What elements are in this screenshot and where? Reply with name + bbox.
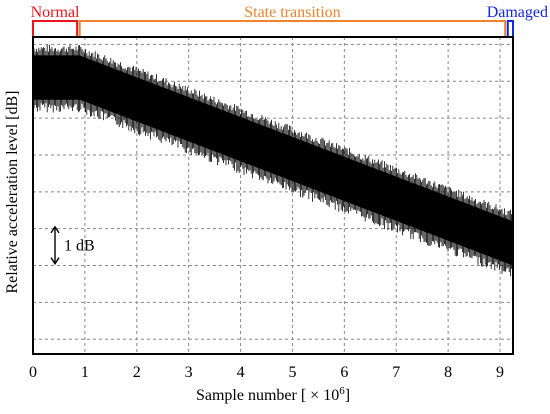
x-tick-label: 5 [288, 364, 296, 381]
x-tick-label: 8 [444, 364, 452, 381]
y-axis-label: Relative acceleration level [dB] [4, 90, 21, 293]
phase-label: Damaged [487, 4, 548, 21]
x-tick-label: 4 [237, 364, 245, 381]
scale-bar-arrow-up [50, 225, 60, 234]
scale-bar: 1 dB [50, 225, 95, 265]
x-tick-label: 9 [496, 364, 504, 381]
scale-bar-label: 1 dB [64, 237, 95, 254]
x-tick-label: 2 [133, 364, 141, 381]
phase-bracket [32, 20, 79, 37]
x-tick-label: 0 [29, 364, 37, 381]
phase-label: State transition [244, 4, 340, 21]
x-axis-label: Sample number [ × 106] [196, 385, 350, 404]
phase-bracket [506, 20, 514, 37]
x-tick-label: 6 [340, 364, 348, 381]
x-tick-label: 7 [392, 364, 400, 381]
phase-label: Normal [31, 4, 80, 21]
phase-bracket [78, 20, 507, 37]
x-axis-exponent: 6 [339, 385, 345, 397]
signal-band [33, 44, 513, 277]
phase-brackets: Normal State transition Damaged [31, 4, 548, 37]
signal-band-fill [33, 55, 513, 266]
x-tick-labels: 0 1 2 3 4 5 6 7 8 9 [29, 364, 504, 381]
x-tick-label: 3 [185, 364, 193, 381]
x-tick-label: 1 [81, 364, 89, 381]
plot-frame [32, 36, 514, 355]
scale-bar-arrow-down [50, 257, 60, 265]
